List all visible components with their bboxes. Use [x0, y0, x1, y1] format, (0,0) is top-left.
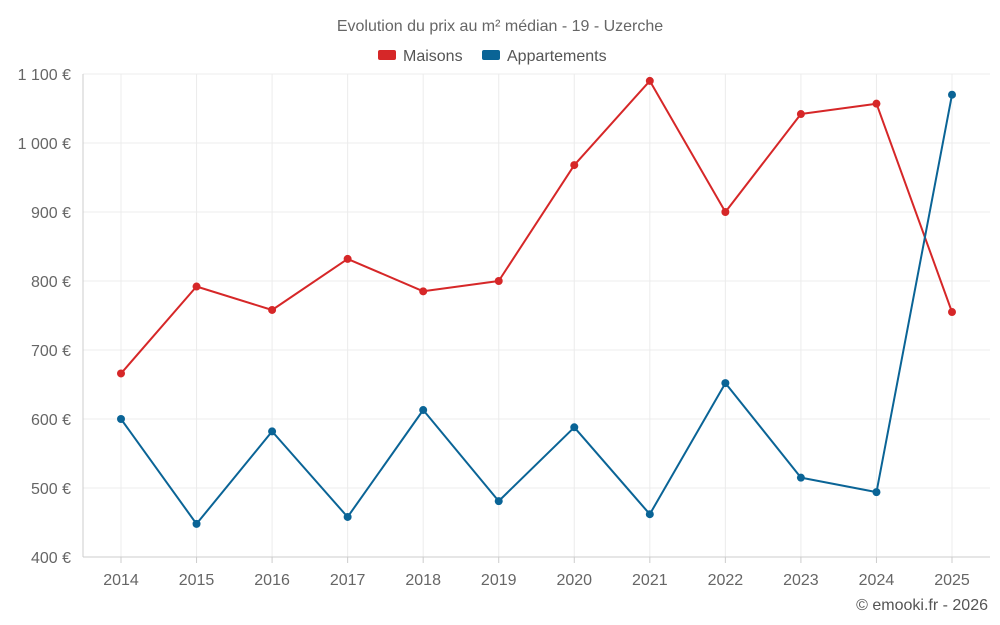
series-maisons [117, 76, 956, 378]
data-point-appartements[interactable] [343, 512, 352, 521]
x-tick-label: 2014 [103, 572, 139, 589]
data-point-appartements[interactable] [419, 406, 428, 415]
data-point-maisons[interactable] [796, 110, 805, 119]
legend-swatch [378, 50, 396, 60]
legend-swatch [482, 50, 500, 60]
y-tick-label: 600 € [31, 412, 71, 429]
x-tick-label: 2020 [556, 572, 592, 589]
x-tick-label: 2021 [632, 572, 668, 589]
x-tick-label: 2025 [934, 572, 970, 589]
x-tick-label: 2019 [481, 572, 517, 589]
series-appartements [117, 90, 956, 528]
legend-item-maisons[interactable]: Maisons [378, 48, 463, 65]
data-point-maisons[interactable] [343, 254, 352, 263]
series-layer [117, 76, 956, 528]
legend[interactable]: Maisons Appartements [378, 48, 607, 65]
data-point-maisons[interactable] [872, 99, 881, 108]
data-point-appartements[interactable] [948, 90, 956, 99]
y-tick-label: 800 € [31, 274, 71, 291]
data-point-maisons[interactable] [192, 282, 201, 291]
credit-text: © emooki.fr - 2026 [856, 597, 988, 614]
data-point-appartements[interactable] [645, 510, 654, 519]
data-point-maisons[interactable] [494, 277, 503, 285]
y-tick-label: 700 € [31, 343, 71, 360]
x-tick-label: 2022 [708, 572, 744, 589]
x-tick-label: 2016 [254, 572, 290, 589]
data-point-appartements[interactable] [268, 427, 277, 436]
y-tick-label: 900 € [31, 205, 71, 222]
data-point-maisons[interactable] [645, 76, 654, 85]
data-point-appartements[interactable] [570, 423, 579, 432]
data-point-appartements[interactable] [872, 488, 881, 497]
x-tick-label: 2017 [330, 572, 366, 589]
series-line-maisons [120, 79, 953, 375]
legend-label: Appartements [507, 48, 607, 65]
data-point-maisons[interactable] [117, 369, 125, 378]
x-tick-label: 2024 [859, 572, 895, 589]
chart-title: Evolution du prix au m² médian - 19 - Uz… [337, 18, 663, 35]
data-point-maisons[interactable] [570, 161, 579, 170]
y-tick-label: 1 000 € [18, 136, 71, 153]
y-tick-label: 500 € [31, 481, 71, 498]
data-point-maisons[interactable] [268, 305, 277, 314]
data-point-appartements[interactable] [721, 379, 730, 388]
data-point-appartements[interactable] [494, 497, 503, 506]
data-point-maisons[interactable] [948, 308, 956, 317]
data-point-maisons[interactable] [721, 208, 730, 216]
legend-item-appartements[interactable]: Appartements [482, 48, 607, 65]
x-tick-label: 2023 [783, 572, 819, 589]
data-point-appartements[interactable] [796, 473, 805, 482]
grid [83, 73, 990, 557]
legend-label: Maisons [403, 48, 463, 65]
axes: 400 € 500 € 600 € 700 € 800 € 900 € 1 000 € 1 1… [18, 67, 990, 589]
y-tick-label: 1 100 € [18, 67, 71, 84]
data-point-maisons[interactable] [419, 287, 428, 296]
series-line-appartements [120, 94, 953, 525]
data-point-appartements[interactable] [117, 415, 125, 423]
y-tick-label: 400 € [31, 550, 71, 567]
x-tick-label: 2015 [179, 572, 215, 589]
x-tick-label: 2018 [405, 572, 441, 589]
data-point-appartements[interactable] [192, 519, 201, 528]
